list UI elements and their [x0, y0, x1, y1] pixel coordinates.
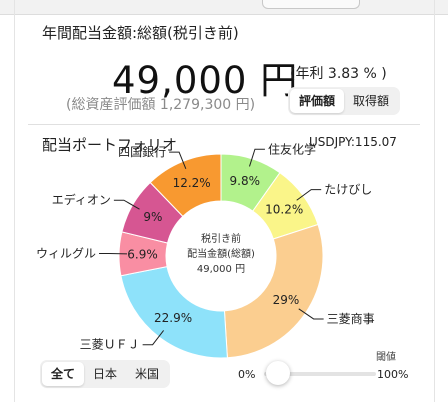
threshold-min-label: 0% [238, 368, 256, 381]
total-asset-value: (総資産評価額 1,279,300 円) [66, 97, 256, 113]
slice-percent-5: 9% [143, 210, 162, 224]
slice-percent-3: 22.9% [154, 311, 192, 325]
center-label-0: 税引き前 [201, 232, 241, 245]
market-filter: 全て 日本 米国 [40, 360, 171, 388]
threshold-slider-knob[interactable] [266, 361, 290, 385]
slice-leader-2 [298, 308, 324, 320]
slice-name-3: 三菱ＵＦＪ [80, 338, 140, 352]
toggle-acquisition-value[interactable]: 取得額 [353, 94, 390, 108]
slice-leader-1 [296, 189, 322, 201]
fx-rate: USDJPY:115.07 [309, 135, 397, 149]
slice-leader-3 [142, 330, 165, 346]
filter-all[interactable]: 全て [42, 362, 85, 386]
slice-percent-2: 29% [273, 293, 300, 307]
valuation-toggle: 評価額 取得額 [288, 87, 401, 115]
center-label-1: 配当金額(総額) [187, 247, 255, 260]
slice-name-1: たけびし [324, 183, 372, 197]
center-label-2: 49,000 円 [197, 264, 245, 275]
slice-name-0: 住友化学 [268, 141, 316, 156]
slice-3[interactable] [120, 266, 228, 359]
slice-percent-6: 12.2% [173, 176, 211, 190]
toggle-market-value[interactable]: 評価額 [290, 89, 345, 113]
portfolio-title: 配当ポートフォリオ [42, 136, 178, 154]
slice-percent-1: 10.2% [265, 202, 303, 216]
slice-leader-0 [249, 148, 265, 167]
threshold-slider-track[interactable] [264, 372, 376, 376]
slice-2[interactable] [223, 223, 324, 359]
section-divider [28, 124, 420, 125]
dividend-total-amount: 49,000 円 [112, 59, 299, 102]
slice-name-4: ウィルグル [36, 247, 96, 261]
slice-name-6: 四国銀行 [118, 145, 166, 159]
annual-yield: (年利 3.83 % ) [290, 66, 387, 82]
slice-6[interactable] [149, 153, 222, 218]
slice-percent-0: 9.8% [230, 174, 261, 188]
slice-leader-6 [169, 151, 187, 170]
top-tab[interactable] [262, 0, 360, 9]
filter-us[interactable]: 米国 [135, 367, 160, 381]
threshold-label: 閾値 [376, 352, 396, 363]
left-edge [14, 0, 15, 402]
slice-name-5: エディオン [52, 192, 111, 207]
slice-name-2: 三菱商事 [327, 311, 375, 326]
threshold-max-label: 100% [377, 368, 409, 381]
dividend-total-title: 年間配当金額:総額(税引き前) [42, 24, 239, 42]
filter-japan[interactable]: 日本 [93, 367, 118, 381]
top-strip [0, 0, 448, 15]
right-edge [434, 0, 435, 402]
slice-leader-5 [113, 199, 140, 210]
slice-percent-4: 6.9% [127, 247, 158, 261]
